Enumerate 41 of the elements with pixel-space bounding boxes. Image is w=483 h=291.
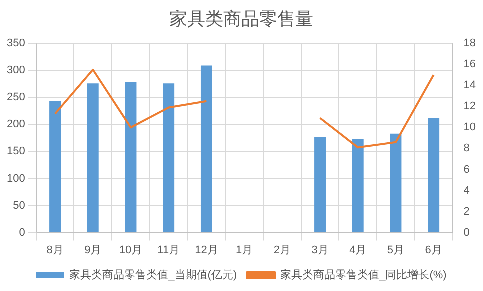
x-tick-label: 6月 [425, 244, 442, 256]
chart-title: 家具类商品零售量 [168, 8, 314, 32]
bar [390, 134, 402, 232]
x-tick-label: 3月 [312, 244, 329, 256]
x-tick-label: 1月 [236, 244, 254, 256]
y-tick-label: 350 [6, 38, 26, 50]
bar [428, 118, 440, 232]
bar [352, 139, 364, 232]
legend-label: 家具类商品零售类值_同比增长(%) [280, 268, 447, 282]
bar [163, 84, 175, 232]
x-tick-label: 12月 [195, 244, 218, 256]
x-tick-label: 8月 [46, 244, 64, 256]
x-tick-label: 5月 [387, 244, 405, 256]
x-tick-label: 10月 [119, 244, 143, 256]
x-tick-label: 2月 [274, 244, 291, 256]
y2-tick-label: 10 [464, 122, 476, 134]
y2-tick-label: 14 [464, 80, 476, 92]
y2-tick-label: 18 [464, 38, 476, 50]
y2-tick-label: 12 [464, 100, 476, 113]
y-tick-label: 200 [6, 118, 26, 131]
y2-tick-label: 2 [464, 206, 470, 218]
y-tick-label: 0 [19, 226, 26, 239]
y-tick-label: 50 [13, 200, 26, 212]
y2-tick-label: 4 [464, 184, 470, 197]
bar [125, 82, 137, 232]
y2-tick-label: 6 [464, 164, 470, 176]
y2-tick-label: 16 [464, 58, 476, 71]
bar [314, 137, 326, 232]
y-tick-label: 100 [6, 172, 26, 185]
x-tick-label: 9月 [84, 244, 102, 256]
y2-tick-label: 0 [464, 226, 470, 239]
y-tick-label: 250 [6, 92, 26, 104]
y-tick-label: 300 [6, 64, 26, 77]
y-tick-label: 150 [6, 146, 26, 158]
bar [87, 84, 99, 232]
x-tick-label: 11月 [158, 244, 180, 256]
bar [200, 66, 212, 232]
y2-tick-label: 8 [464, 142, 470, 155]
x-tick-label: 4月 [350, 244, 367, 256]
bar [50, 101, 62, 232]
legend-label: 家具类商品零售类值_当期值(亿元) [70, 268, 238, 282]
